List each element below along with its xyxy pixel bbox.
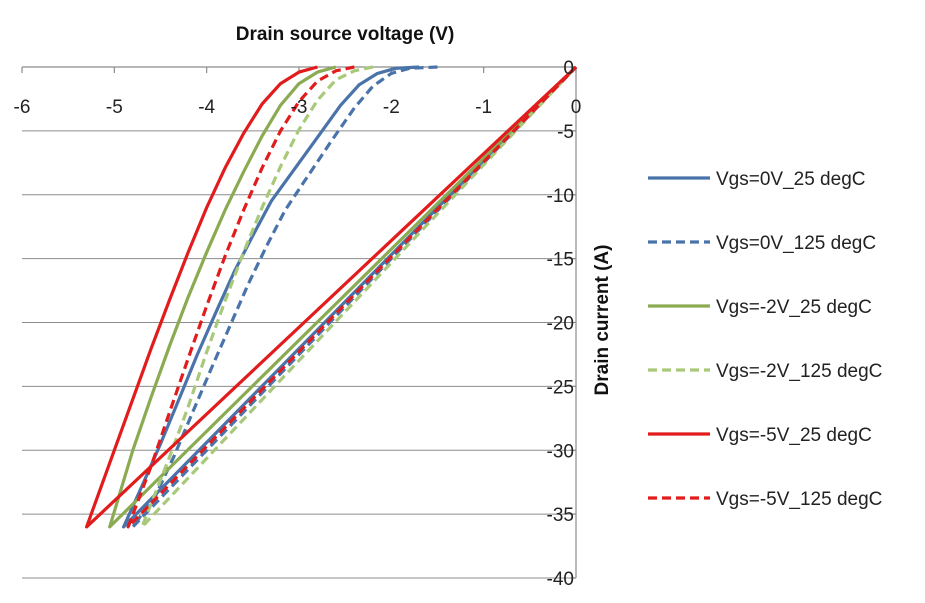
series-line-2 [108, 65, 578, 529]
x-tick-label-2: -4 [198, 97, 215, 118]
x-tick-label-1: -5 [106, 97, 123, 118]
y-tick-label-3: -15 [547, 250, 574, 271]
series-group [85, 65, 578, 529]
x-tick-label-3: -3 [291, 97, 308, 118]
series-line-5 [126, 65, 578, 529]
legend-label-0: Vgs=0V_25 degC [716, 169, 865, 190]
x-tick-labels: -6 -5 -4 -3 -2 -1 0 [14, 97, 582, 118]
series-line-3 [140, 65, 578, 529]
y-tick-label-5: -25 [547, 377, 574, 398]
chart-title: Drain source voltage (V) [236, 24, 455, 45]
y-tick-label-7: -35 [547, 505, 574, 526]
x-tick-label-6: 0 [571, 97, 582, 118]
y-tick-label-6: -30 [547, 441, 574, 462]
legend: Vgs=0V_25 degC Vgs=0V_125 degC Vgs=-2V_25 … [648, 169, 882, 510]
y-tick-label-2: -10 [547, 186, 574, 207]
legend-label-5: Vgs=-5V_125 degC [716, 489, 882, 510]
y-tick-label-0: 0 [563, 58, 574, 79]
series-line-4 [85, 65, 578, 529]
legend-label-3: Vgs=-2V_125 degC [716, 361, 882, 382]
legend-label-2: Vgs=-2V_25 degC [716, 297, 872, 318]
y-tick-label-8: -40 [547, 569, 574, 590]
y-tick-label-4: -20 [547, 314, 574, 335]
y-tick-labels: 0 -5 -10 -15 -20 -25 -30 -35 -40 [547, 58, 574, 590]
y-axis-label: Drain current (A) [592, 245, 613, 396]
legend-label-4: Vgs=-5V_25 degC [716, 425, 872, 446]
legend-label-1: Vgs=0V_125 degC [716, 233, 876, 254]
y-tick-label-1: -5 [557, 122, 574, 143]
x-tick-label-5: -1 [475, 97, 492, 118]
x-tick-label-0: -6 [14, 97, 31, 118]
x-tick-label-4: -2 [383, 97, 400, 118]
